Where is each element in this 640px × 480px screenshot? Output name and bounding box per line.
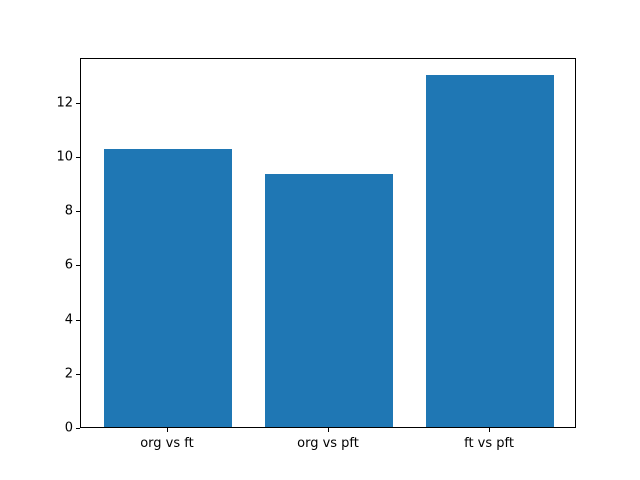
y-tick-mark	[76, 102, 80, 104]
bar-org-vs-ft	[103, 149, 233, 427]
y-tick-mark	[76, 265, 80, 267]
y-tick-mark	[76, 373, 80, 375]
x-tick-label: ft vs pft	[464, 436, 514, 451]
plot-area	[80, 58, 576, 428]
y-tick-label: 2	[64, 366, 73, 382]
y-tick-label: 10	[56, 149, 73, 165]
y-tick-label: 0	[64, 420, 73, 436]
y-tick-label: 6	[64, 257, 73, 273]
x-tick-mark	[489, 428, 491, 432]
y-tick-mark	[76, 211, 80, 213]
x-tick-mark	[166, 428, 168, 432]
y-tick-label: 8	[64, 203, 73, 219]
y-tick-mark	[76, 319, 80, 321]
x-tick-label: org vs pft	[297, 436, 359, 451]
x-tick-mark	[328, 428, 329, 432]
y-tick-mark	[76, 428, 80, 429]
x-tick-label: org vs ft	[140, 436, 194, 451]
y-tick-label: 4	[64, 312, 73, 328]
bar-ft-vs-pft	[425, 74, 555, 427]
y-tick-mark	[76, 156, 80, 158]
bar-org-vs-pft	[264, 173, 394, 427]
y-tick-label: 12	[56, 95, 73, 111]
